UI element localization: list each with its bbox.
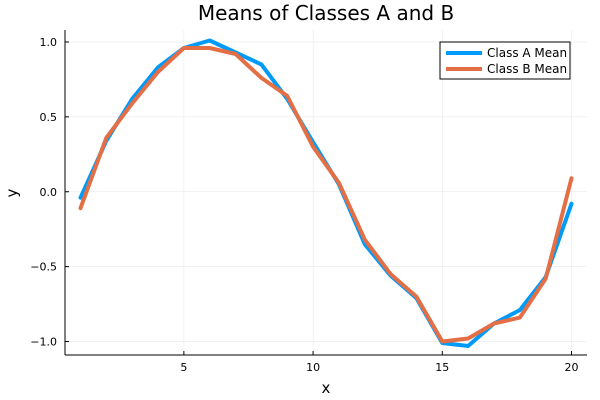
legend: Class A Mean Class B Mean [439,41,571,80]
y-tick-label-4: 1.0 [40,36,58,49]
y-tick-label-2: 0.0 [40,186,58,199]
x-tick-label-2: 15 [435,361,449,374]
legend-box [439,41,571,80]
legend-label-class-a: Class A Mean [487,46,567,60]
legend-label-class-b: Class B Mean [487,62,567,76]
y-tick-label-0: −1.0 [30,336,57,349]
x-tick-label-0: 5 [180,361,187,374]
series-lines [78,38,574,348]
x-axis-label: x [322,379,331,397]
axes [64,30,587,356]
tick-labels: 5 10 15 20 −1.0 −0.5 0.0 0.5 1.0 [30,36,578,374]
y-axis-label: y [3,188,21,197]
series-line-class-b-mean [78,46,574,344]
x-tick-label-1: 10 [306,361,320,374]
x-tick-label-3: 20 [564,361,578,374]
chart-title: Means of Classes A and B [198,1,454,25]
y-tick-label-1: −0.5 [30,261,57,274]
y-tick-label-3: 0.5 [40,111,58,124]
